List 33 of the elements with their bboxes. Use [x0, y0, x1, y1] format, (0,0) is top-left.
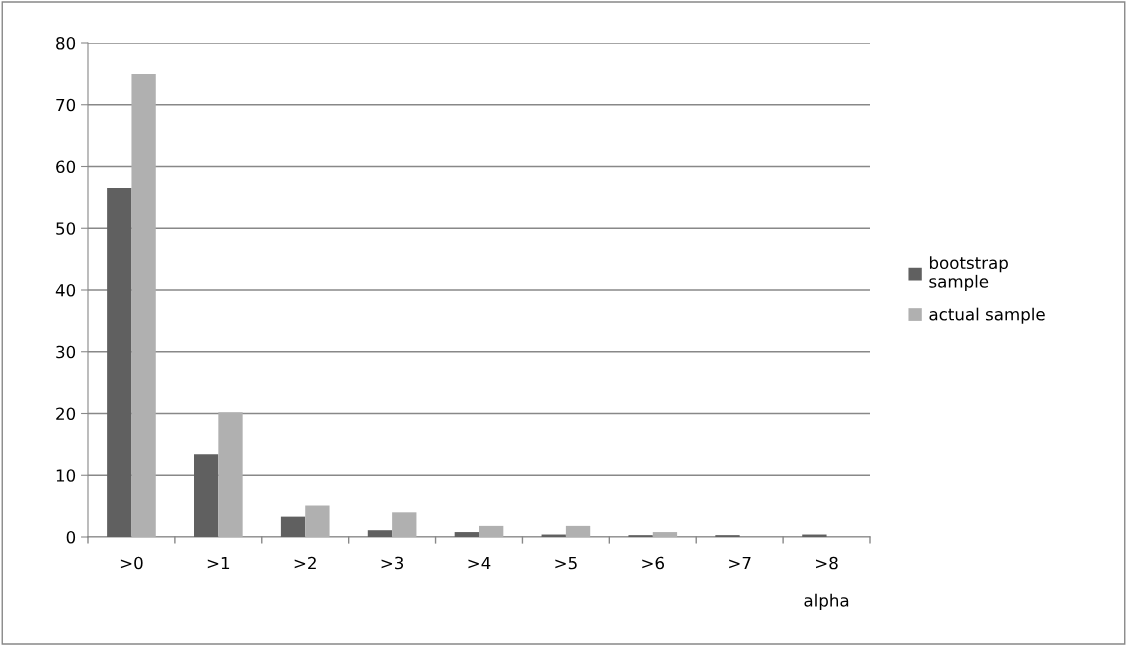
bar — [479, 525, 504, 537]
bar — [218, 412, 243, 537]
bar — [392, 512, 417, 537]
y-tick-label: 20 — [56, 407, 76, 421]
bar — [652, 532, 678, 537]
y-tick-label: 40 — [55, 283, 76, 297]
y-tick-label: 60 — [56, 160, 76, 174]
bar — [305, 505, 330, 537]
y-tick-label: 30 — [56, 345, 76, 359]
y-tick-label: 0 — [66, 530, 76, 544]
bar — [107, 188, 132, 537]
x-tick-label: >6 — [642, 556, 665, 570]
bar — [565, 525, 591, 537]
y-tick-label: 80 — [56, 36, 76, 50]
y-tick-label: 10 — [56, 469, 76, 482]
bar — [367, 530, 393, 537]
legend-label: actual sample — [929, 307, 1045, 324]
x-tick-label: >7 — [729, 556, 751, 570]
x-tick-label: >2 — [294, 556, 316, 570]
x-tick-label: >8 — [816, 556, 838, 570]
x-tick-label: >5 — [555, 556, 577, 570]
x-tick-label: >4 — [468, 556, 491, 570]
bar — [280, 516, 306, 537]
legend-label: bootstrap sample — [929, 256, 1008, 291]
y-tick-label: 70 — [56, 98, 76, 112]
x-tick-label: >3 — [381, 556, 404, 570]
bar — [454, 532, 479, 537]
x-tick-label: >1 — [207, 556, 230, 570]
bar — [194, 454, 219, 537]
x-axis-title: alpha — [804, 593, 849, 610]
bar — [131, 73, 156, 537]
x-tick-label: >0 — [120, 556, 143, 570]
y-tick-label: 50 — [56, 222, 76, 235]
